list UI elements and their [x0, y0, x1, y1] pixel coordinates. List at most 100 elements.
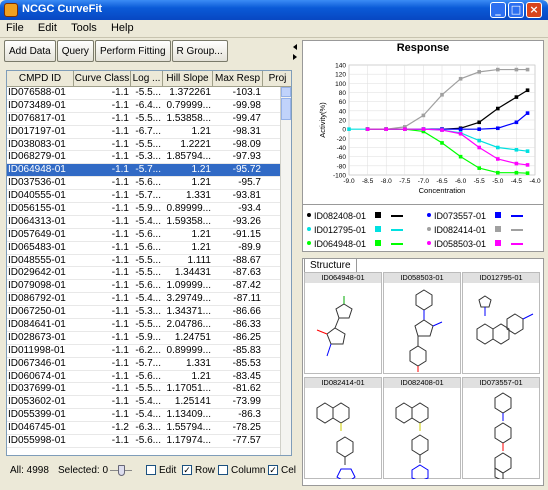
column-header[interactable]: Proj — [263, 71, 291, 87]
menu-edit[interactable]: Edit — [37, 22, 57, 34]
table-cell[interactable]: -5.6... — [135, 228, 161, 240]
table-cell[interactable]: ID057649-01 — [8, 228, 66, 240]
table-cell[interactable]: -5.6... — [135, 370, 161, 382]
table-cell[interactable]: -1.1 — [111, 87, 129, 98]
table-cell[interactable]: ID028673-01 — [8, 331, 66, 343]
table-cell[interactable]: -1.1 — [111, 215, 129, 227]
structure-cell[interactable]: ID058503-01 — [383, 272, 461, 374]
table-cell[interactable]: -99.98 — [232, 99, 261, 111]
table-cell[interactable]: -1.1 — [111, 319, 129, 331]
table-cell[interactable]: -97.93 — [232, 151, 261, 163]
table-cell[interactable]: -86.66 — [232, 306, 261, 318]
table-vertical-scrollbar[interactable] — [280, 87, 291, 455]
table-cell[interactable]: -5.5... — [135, 87, 161, 98]
table-cell[interactable]: ID060674-01 — [8, 370, 66, 382]
table-row[interactable]: ID037536-01 -1.1 -5.6... 1.21 -95.7 — [7, 177, 282, 191]
table-cell[interactable]: -86.33 — [232, 319, 261, 331]
table-row[interactable]: ID029642-01 -1.1 -5.5... 1.34431 -87.63 — [7, 267, 282, 281]
table-cell[interactable]: -77.57 — [232, 435, 261, 447]
table-row[interactable]: ID011998-01 -1.1 -6.2... 0.89999... -85.83 — [7, 345, 282, 358]
table-cell[interactable]: ID073489-01 — [8, 99, 66, 111]
table-cell[interactable]: 1.21 — [191, 241, 211, 253]
table-cell[interactable]: -93.4 — [238, 203, 261, 215]
table-cell[interactable]: -5.6... — [135, 435, 161, 447]
table-cell[interactable]: 0.89999... — [166, 203, 211, 215]
table-cell[interactable]: -5.4... — [135, 396, 161, 408]
maximize-icon[interactable]: □ — [508, 2, 524, 18]
table-cell[interactable]: ID067250-01 — [8, 306, 66, 318]
table-cell[interactable]: -1.1 — [111, 357, 129, 369]
table-row[interactable]: ID073489-01 -1.1 -6.4... 0.79999... -99.98 — [7, 100, 282, 113]
table-cell[interactable]: ID068279-01 — [8, 151, 66, 163]
table-cell[interactable]: 1.59358... — [166, 215, 211, 227]
table-cell[interactable]: ID037699-01 — [8, 383, 66, 395]
table-cell[interactable]: 0.89999... — [166, 344, 211, 356]
table-row[interactable]: ID055998-01 -1.1 -5.6... 1.17974... -77.57 — [7, 435, 282, 448]
table-cell[interactable]: 3.29749... — [166, 293, 211, 305]
table-cell[interactable]: -85.53 — [232, 357, 261, 369]
table-cell[interactable]: -5.5... — [135, 112, 161, 124]
table-cell[interactable]: -1.1 — [111, 125, 129, 137]
table-cell[interactable]: ID038083-01 — [8, 138, 66, 150]
table-row[interactable]: ID017197-01 -1.1 -6.7... 1.21 -98.31 — [7, 126, 282, 139]
table-cell[interactable]: -6.2... — [135, 344, 161, 356]
table-cell[interactable]: -1.1 — [111, 280, 129, 292]
table-row[interactable]: ID067346-01 -1.1 -5.7... 1.331 -85.53 — [7, 358, 282, 371]
table-cell[interactable]: -87.42 — [232, 280, 261, 292]
edit-checkbox[interactable] — [146, 465, 156, 475]
table-cell[interactable]: -1.1 — [111, 383, 129, 395]
r-group-button[interactable]: R Group... — [171, 40, 228, 62]
table-cell[interactable]: 1.34431 — [174, 267, 211, 279]
collapse-right-icon[interactable] — [293, 54, 297, 60]
column-header[interactable]: Max Resp — [213, 71, 263, 87]
table-cell[interactable]: 1.55794... — [166, 422, 211, 434]
table-cell[interactable]: 1.17974... — [166, 435, 211, 447]
table-cell[interactable]: -87.63 — [232, 267, 261, 279]
table-row[interactable]: ID086792-01 -1.1 -5.4... 3.29749... -87.11 — [7, 293, 282, 307]
collapse-left-icon[interactable] — [293, 44, 297, 50]
table-row[interactable]: ID053602-01 -1.1 -5.4... 1.25141 -73.99 — [7, 396, 282, 410]
table-cell[interactable]: ID046745-01 — [8, 422, 66, 434]
column-header[interactable]: Log ... — [131, 71, 163, 87]
table-cell[interactable]: -1.1 — [111, 254, 129, 266]
table-row[interactable]: ID028673-01 -1.1 -5.9... 1.24751 -86.25 — [7, 332, 282, 345]
column-header[interactable]: CMPD ID — [7, 71, 74, 87]
table-cell[interactable]: -5.3... — [135, 306, 161, 318]
table-row[interactable]: ID055399-01 -1.1 -5.4... 1.13409... -86.3 — [7, 409, 282, 423]
table-cell[interactable]: -1.1 — [111, 241, 129, 253]
query-button[interactable]: Query — [56, 40, 94, 62]
table-cell[interactable]: -1.1 — [111, 409, 129, 421]
table-cell[interactable]: -88.67 — [232, 254, 261, 266]
table-cell[interactable]: 1.13409... — [166, 409, 211, 421]
table-cell[interactable]: -5.4... — [135, 409, 161, 421]
table-row[interactable]: ID064313-01 -1.1 -5.4... 1.59358... -93.26 — [7, 216, 282, 229]
table-cell[interactable]: -6.4... — [135, 99, 161, 111]
table-cell[interactable]: 1.2221 — [180, 138, 211, 150]
close-icon[interactable]: × — [526, 2, 542, 18]
table-cell[interactable]: ID056155-01 — [8, 203, 66, 215]
table-cell[interactable]: 1.21 — [191, 125, 211, 137]
table-cell[interactable]: -5.7... — [135, 357, 161, 369]
table-cell[interactable]: -5.4... — [135, 293, 161, 305]
table-cell[interactable]: 1.21 — [191, 164, 211, 176]
table-cell[interactable]: 2.04786... — [166, 319, 211, 331]
table-cell[interactable]: -5.5... — [135, 138, 161, 150]
table-cell[interactable]: 1.21 — [191, 177, 211, 189]
table-cell[interactable]: -5.5... — [135, 254, 161, 266]
table-row[interactable]: ID056155-01 -1.1 -5.9... 0.89999... -93.4 — [7, 203, 282, 216]
table-cell[interactable]: -87.11 — [233, 293, 261, 305]
table-cell[interactable]: -5.7... — [135, 190, 161, 202]
zoom-slider[interactable] — [110, 464, 132, 477]
table-cell[interactable]: -1.1 — [111, 190, 129, 202]
table-cell[interactable]: ID055399-01 — [8, 409, 66, 421]
table-cell[interactable]: ID037536-01 — [8, 177, 66, 189]
slider-thumb[interactable] — [118, 465, 125, 476]
table-cell[interactable]: ID011998-01 — [8, 344, 66, 356]
table-cell[interactable]: -99.47 — [232, 112, 261, 124]
scroll-up-icon[interactable] — [281, 87, 291, 97]
table-cell[interactable]: -1.1 — [111, 99, 129, 111]
table-cell[interactable]: -6.3... — [135, 422, 161, 434]
table-row[interactable]: ID065483-01 -1.1 -5.6... 1.21 -89.9 — [7, 242, 282, 255]
table-cell[interactable]: ID053602-01 — [8, 396, 66, 408]
table-cell[interactable]: -5.5... — [135, 267, 161, 279]
